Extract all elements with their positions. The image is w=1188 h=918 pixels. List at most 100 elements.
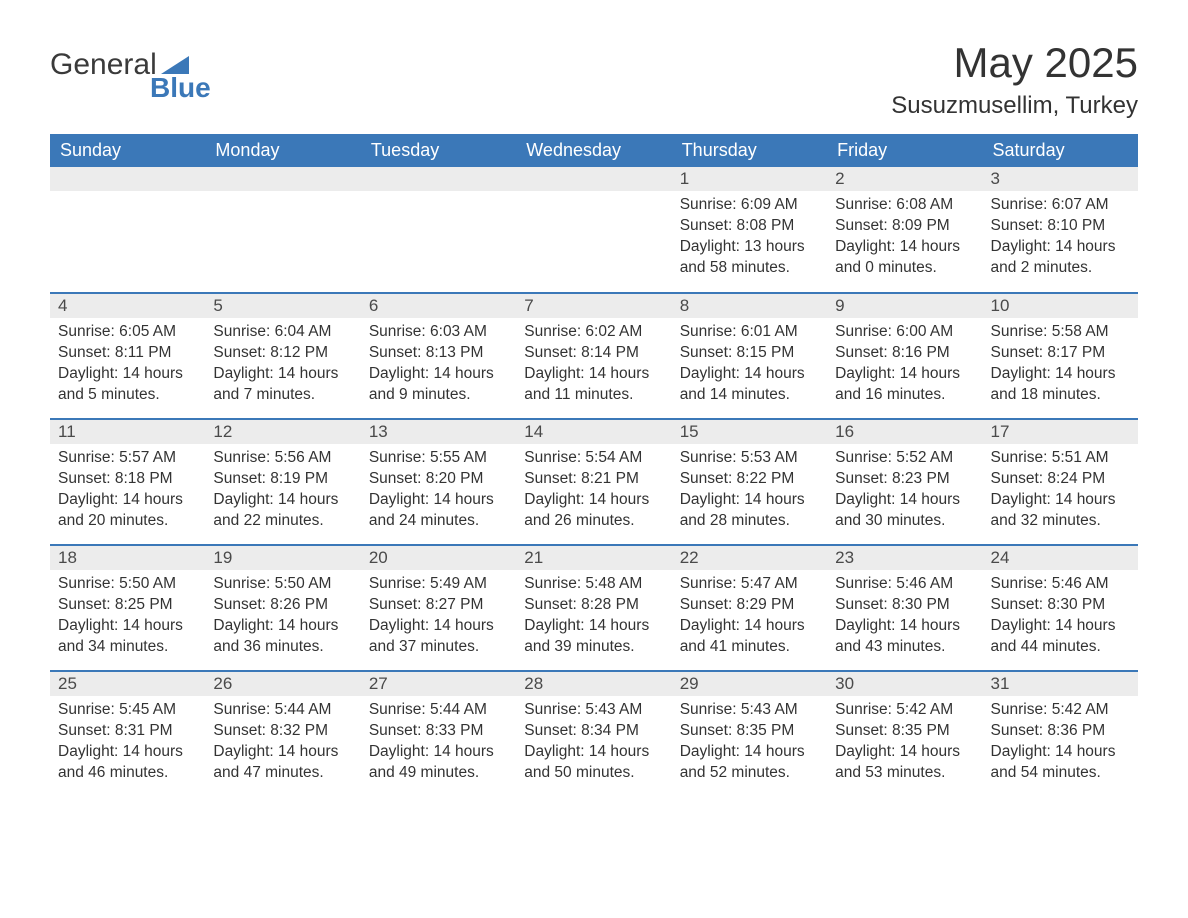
day-number: 15 [672,420,827,444]
daylight-text: Daylight: 14 hours and 39 minutes. [524,616,663,658]
daylight-text: Daylight: 14 hours and 32 minutes. [991,490,1130,532]
sunrise-text: Sunrise: 5:52 AM [835,448,974,469]
empty-day-bar [516,167,671,191]
daylight-text: Daylight: 14 hours and 47 minutes. [213,742,352,784]
empty-day-bar [361,167,516,191]
day-number: 3 [983,167,1138,191]
calendar-week-row: 18Sunrise: 5:50 AMSunset: 8:25 PMDayligh… [50,545,1138,671]
day-body: Sunrise: 5:50 AMSunset: 8:26 PMDaylight:… [205,570,360,666]
daylight-text: Daylight: 14 hours and 49 minutes. [369,742,508,784]
day-number: 29 [672,672,827,696]
day-body: Sunrise: 6:09 AMSunset: 8:08 PMDaylight:… [672,191,827,287]
sunrise-text: Sunrise: 6:01 AM [680,322,819,343]
sunset-text: Sunset: 8:08 PM [680,216,819,237]
weekday-header: Sunday [50,134,205,167]
calendar-week-row: 11Sunrise: 5:57 AMSunset: 8:18 PMDayligh… [50,419,1138,545]
day-number: 13 [361,420,516,444]
daylight-text: Daylight: 14 hours and 50 minutes. [524,742,663,784]
calendar-week-row: 25Sunrise: 5:45 AMSunset: 8:31 PMDayligh… [50,671,1138,797]
day-body: Sunrise: 6:07 AMSunset: 8:10 PMDaylight:… [983,191,1138,287]
day-body: Sunrise: 5:44 AMSunset: 8:32 PMDaylight:… [205,696,360,792]
calendar-cell: 20Sunrise: 5:49 AMSunset: 8:27 PMDayligh… [361,545,516,671]
calendar-cell: 17Sunrise: 5:51 AMSunset: 8:24 PMDayligh… [983,419,1138,545]
day-number: 30 [827,672,982,696]
calendar-cell [361,167,516,293]
sunset-text: Sunset: 8:09 PM [835,216,974,237]
day-body: Sunrise: 6:04 AMSunset: 8:12 PMDaylight:… [205,318,360,414]
sunrise-text: Sunrise: 6:05 AM [58,322,197,343]
day-body: Sunrise: 5:56 AMSunset: 8:19 PMDaylight:… [205,444,360,540]
sunset-text: Sunset: 8:24 PM [991,469,1130,490]
sunrise-text: Sunrise: 5:46 AM [991,574,1130,595]
day-number: 24 [983,546,1138,570]
calendar-cell: 3Sunrise: 6:07 AMSunset: 8:10 PMDaylight… [983,167,1138,293]
sunset-text: Sunset: 8:12 PM [213,343,352,364]
day-body: Sunrise: 5:54 AMSunset: 8:21 PMDaylight:… [516,444,671,540]
daylight-text: Daylight: 14 hours and 34 minutes. [58,616,197,658]
sunrise-text: Sunrise: 5:48 AM [524,574,663,595]
calendar-cell: 1Sunrise: 6:09 AMSunset: 8:08 PMDaylight… [672,167,827,293]
sunrise-text: Sunrise: 6:08 AM [835,195,974,216]
weekday-header: Thursday [672,134,827,167]
weekday-header: Saturday [983,134,1138,167]
sunset-text: Sunset: 8:22 PM [680,469,819,490]
header-row: General Blue May 2025 Susuzmusellim, Tur… [50,40,1138,120]
sunset-text: Sunset: 8:30 PM [991,595,1130,616]
sunset-text: Sunset: 8:35 PM [835,721,974,742]
daylight-text: Daylight: 14 hours and 16 minutes. [835,364,974,406]
sunset-text: Sunset: 8:14 PM [524,343,663,364]
calendar-cell: 28Sunrise: 5:43 AMSunset: 8:34 PMDayligh… [516,671,671,797]
day-body: Sunrise: 5:55 AMSunset: 8:20 PMDaylight:… [361,444,516,540]
logo-text-blue: Blue [150,74,211,102]
sunrise-text: Sunrise: 5:42 AM [991,700,1130,721]
calendar-cell: 14Sunrise: 5:54 AMSunset: 8:21 PMDayligh… [516,419,671,545]
daylight-text: Daylight: 14 hours and 53 minutes. [835,742,974,784]
calendar-cell: 9Sunrise: 6:00 AMSunset: 8:16 PMDaylight… [827,293,982,419]
sunset-text: Sunset: 8:32 PM [213,721,352,742]
calendar-cell: 25Sunrise: 5:45 AMSunset: 8:31 PMDayligh… [50,671,205,797]
day-body: Sunrise: 5:47 AMSunset: 8:29 PMDaylight:… [672,570,827,666]
day-body: Sunrise: 5:51 AMSunset: 8:24 PMDaylight:… [983,444,1138,540]
daylight-text: Daylight: 14 hours and 26 minutes. [524,490,663,532]
day-body: Sunrise: 5:46 AMSunset: 8:30 PMDaylight:… [827,570,982,666]
day-number: 22 [672,546,827,570]
sunrise-text: Sunrise: 5:47 AM [680,574,819,595]
month-title: May 2025 [891,40,1138,86]
weekday-header-row: Sunday Monday Tuesday Wednesday Thursday… [50,134,1138,167]
day-number: 4 [50,294,205,318]
day-number: 10 [983,294,1138,318]
daylight-text: Daylight: 14 hours and 46 minutes. [58,742,197,784]
day-body: Sunrise: 6:01 AMSunset: 8:15 PMDaylight:… [672,318,827,414]
sunrise-text: Sunrise: 5:43 AM [524,700,663,721]
sunrise-text: Sunrise: 6:04 AM [213,322,352,343]
daylight-text: Daylight: 14 hours and 0 minutes. [835,237,974,279]
day-number: 17 [983,420,1138,444]
day-body: Sunrise: 5:50 AMSunset: 8:25 PMDaylight:… [50,570,205,666]
logo-text-general: General [50,50,157,80]
empty-day-bar [205,167,360,191]
sunrise-text: Sunrise: 5:50 AM [58,574,197,595]
day-body: Sunrise: 5:57 AMSunset: 8:18 PMDaylight:… [50,444,205,540]
calendar-cell: 22Sunrise: 5:47 AMSunset: 8:29 PMDayligh… [672,545,827,671]
calendar-cell: 13Sunrise: 5:55 AMSunset: 8:20 PMDayligh… [361,419,516,545]
day-number: 11 [50,420,205,444]
day-number: 14 [516,420,671,444]
empty-day-bar [50,167,205,191]
daylight-text: Daylight: 14 hours and 11 minutes. [524,364,663,406]
sunset-text: Sunset: 8:29 PM [680,595,819,616]
calendar-cell: 8Sunrise: 6:01 AMSunset: 8:15 PMDaylight… [672,293,827,419]
daylight-text: Daylight: 14 hours and 18 minutes. [991,364,1130,406]
sunset-text: Sunset: 8:16 PM [835,343,974,364]
day-body: Sunrise: 6:02 AMSunset: 8:14 PMDaylight:… [516,318,671,414]
daylight-text: Daylight: 14 hours and 36 minutes. [213,616,352,658]
day-body: Sunrise: 5:46 AMSunset: 8:30 PMDaylight:… [983,570,1138,666]
day-body: Sunrise: 5:48 AMSunset: 8:28 PMDaylight:… [516,570,671,666]
sunset-text: Sunset: 8:27 PM [369,595,508,616]
sunset-text: Sunset: 8:33 PM [369,721,508,742]
daylight-text: Daylight: 14 hours and 24 minutes. [369,490,508,532]
calendar-cell: 24Sunrise: 5:46 AMSunset: 8:30 PMDayligh… [983,545,1138,671]
calendar-cell: 23Sunrise: 5:46 AMSunset: 8:30 PMDayligh… [827,545,982,671]
sunrise-text: Sunrise: 6:02 AM [524,322,663,343]
calendar-cell: 16Sunrise: 5:52 AMSunset: 8:23 PMDayligh… [827,419,982,545]
calendar-page: General Blue May 2025 Susuzmusellim, Tur… [0,0,1188,837]
